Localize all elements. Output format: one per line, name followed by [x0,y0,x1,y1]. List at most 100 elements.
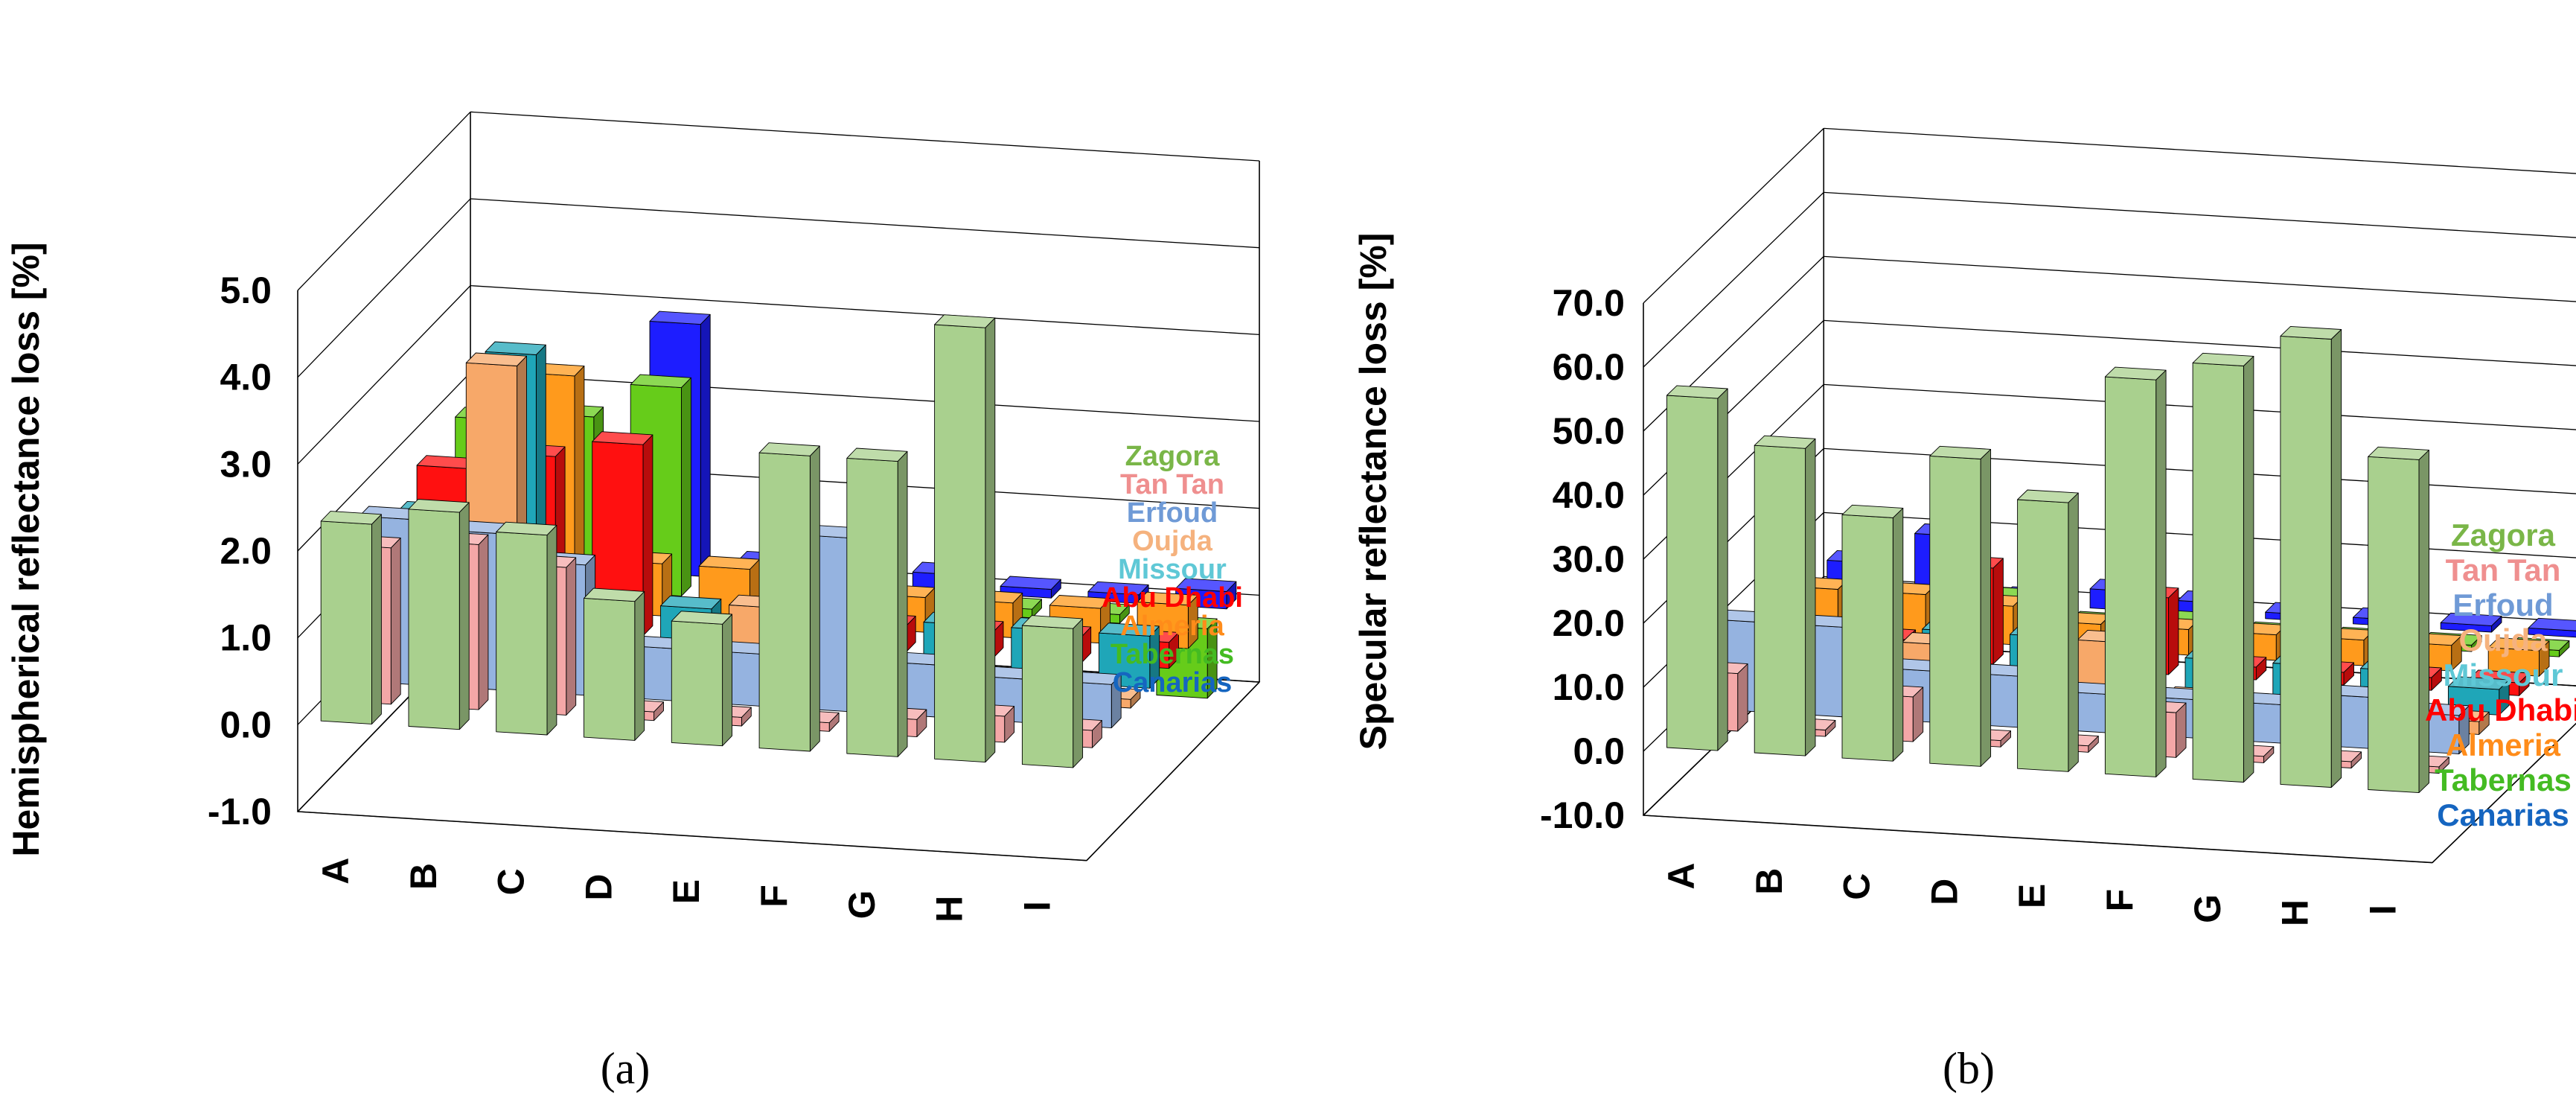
chart-b-gridline-left-0 [1643,127,1824,304]
chart-b-x-tick-label-E: E [2011,884,2053,908]
bar-front-face [2280,335,2332,788]
legend-a-oujda: Oujda [1132,526,1213,557]
bar-side-face [371,514,382,724]
chart-a-gridline-back-2 [470,284,1260,336]
chart-a-y-tick-label: 4.0 [220,357,272,398]
bar-top-face [630,374,691,389]
bar-top-face [1754,435,1816,449]
chart-b-gridline-back-0 [1824,127,2576,174]
bar-side-face [1980,448,1992,767]
bar-side-face [985,317,996,763]
bar-top-face [2487,637,2550,652]
bar-b-zagora-C [1841,504,1904,762]
chart-b-y-tick-label: 20.0 [1553,602,1625,644]
bar-top-face [2440,612,2502,626]
bar-top-face [1049,595,1110,609]
bar-top-face [1099,622,1160,637]
bar-top-face [496,521,557,536]
bar-a-zagora-I [1021,615,1084,768]
chart-a-gridline-back-3 [470,372,1260,422]
bar-side-face [681,377,691,597]
chart-a-y-ticks: 5.0 4.0 3.0 2.0 1.0 0.0 -1.0 [208,270,272,832]
bar-front-face [408,509,460,730]
bar-front-face [934,324,986,763]
bar-top-face [485,341,546,355]
legend-b-missour: Missour [2443,657,2563,692]
bar-front-face [1754,445,1806,756]
bar-front-face [320,520,372,724]
legend-a-tan-tan: Tan Tan [1120,469,1224,500]
chart-b-y-tick-label: 30.0 [1553,538,1625,580]
chart-a-y-axis-title: Hemispherical reflectance loss [%] [5,242,47,856]
bar-b-zagora-G [2192,352,2254,783]
bar-b-zagora-A [1666,385,1728,751]
bar-top-face [758,442,820,456]
chart-a-x-tick-label-F: F [753,885,795,908]
chart-b-y-tick-label: 10.0 [1553,666,1625,708]
chart-b-y-axis-title: Specular reflectance loss [%] [1352,233,1394,751]
bar-a-zagora-F [758,442,820,752]
chart-b-x-tick-label-A: A [1661,863,1702,890]
legend-b-erfoud: Erfoud [2452,587,2553,622]
chart-b-x-tick-label-G: G [2187,894,2228,923]
chart-a-gridline-left-1 [297,198,471,378]
bar-side-face [390,538,401,705]
bar-front-face [584,597,636,741]
bar-top-face [1841,504,1904,518]
bar-side-face [2243,355,2254,783]
chart-a-y-tick-label: 3.0 [220,443,272,485]
bar-a-zagora-E [671,611,732,747]
chart-a-y-tick-label: 0.0 [220,704,272,745]
bar-top-face [2017,489,2079,503]
bar-front-face [2017,499,2069,772]
bar-side-face [546,524,557,736]
bar-top-face [1137,591,1198,606]
chart-a-gridline-left-0 [297,111,471,291]
bar-top-face [2447,676,2510,690]
chart-b-y-tick-label: 0.0 [1573,730,1625,772]
bar-b-zagora-F [2104,366,2167,777]
bar-top-face [1087,581,1149,596]
bar-side-face [2418,449,2429,794]
chart-a-y-tick-label: 2.0 [220,530,272,572]
bar-front-face [1666,395,1719,751]
bar-b-almeria-I [2487,637,2550,677]
bar-a-zagora-A [320,511,382,724]
bar-top-face [320,511,382,525]
bar-front-face [1929,455,1981,767]
bar-top-face [649,310,711,325]
bar-top-face [2368,446,2429,460]
bar-side-face [1073,618,1084,768]
chart-a-y-tick-label: 1.0 [220,617,272,659]
chart-b-x-tick-label-D: D [1923,879,1965,905]
chart-a-x-tick-label-G: G [841,890,883,919]
bar-side-face [1992,558,2004,665]
bar-front-face [2192,362,2244,783]
chart-b-y-tick-label: 40.0 [1553,474,1625,516]
bar-front-face [496,532,548,736]
bar-front-face [1841,514,1893,762]
legend-b-zagora: Zagora [2451,517,2556,552]
bar-side-face [1737,663,1748,732]
bar-top-face [846,447,908,462]
chart-a-gridline-left-2 [297,285,471,465]
legend-a-erfoud: Erfoud [1127,497,1218,529]
bar-top-face [660,595,722,610]
chart-a-panel-label: (a) [601,1044,651,1093]
legend-a-abu-dhabi: Abu Dhabi [1102,582,1243,614]
chart-b-y-ticks: 70.0 60.0 50.0 40.0 30.0 20.0 10.0 0.0 -10.0 [1540,282,1625,836]
bar-top-face [1666,385,1728,399]
bar-top-face [2528,617,2576,631]
chart-b-gridline-back-2 [1824,255,2576,302]
chart-a-x-tick-label-D: D [578,874,619,901]
chart-b-y-tick-label: 60.0 [1553,346,1625,388]
legend-b-canarias: Canarias [2437,797,2569,832]
bar-side-face [2155,369,2167,777]
bar-top-face [2280,325,2342,340]
bar-a-zagora-H [934,314,996,763]
chart-b-y-tick-label: -10.0 [1540,794,1625,836]
legend-b-tabernas: Tabernas [2435,762,2572,797]
bar-top-face [2104,366,2167,380]
legend-a-canarias: Canarias [1113,667,1233,698]
